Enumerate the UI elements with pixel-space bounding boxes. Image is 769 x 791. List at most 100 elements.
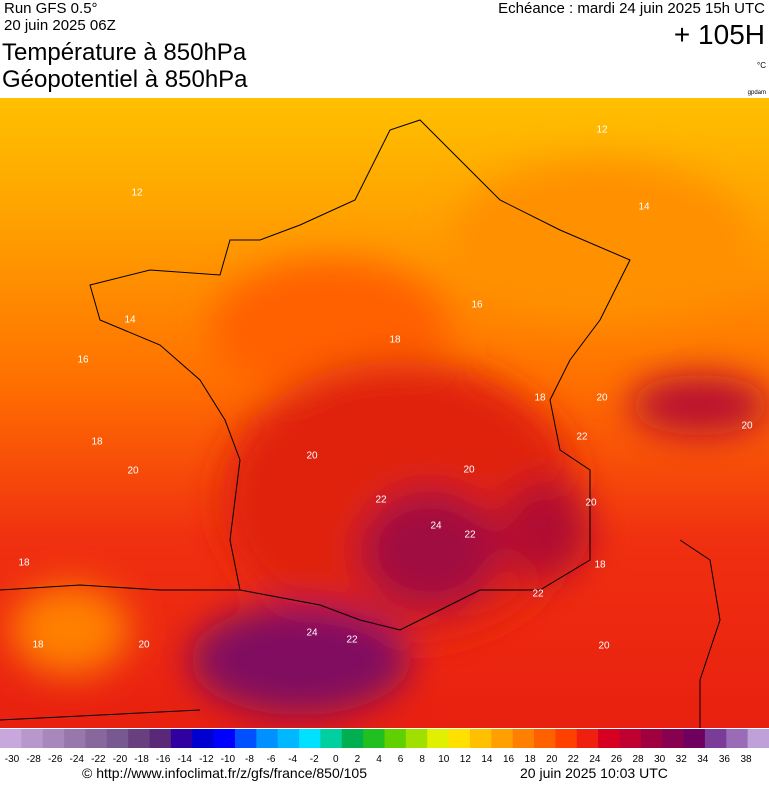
scale-label: -16 xyxy=(156,754,171,765)
contour-label: 20 xyxy=(596,393,608,404)
scale-swatch xyxy=(512,729,535,748)
scale-swatch xyxy=(85,729,108,748)
contour-label: 18 xyxy=(389,335,401,346)
scale-swatch xyxy=(64,729,86,748)
scale-label: 22 xyxy=(568,754,580,765)
contour-label: 14 xyxy=(124,315,136,326)
color-scale: -30 -28 -26 -24 -22 -20 -18 -16 -14 -12 -10 -8 -6 -4-… xyxy=(0,729,769,765)
source-url: © http://www.infoclimat.fr/z/gfs/france/… xyxy=(82,765,367,781)
scale-swatch xyxy=(21,729,44,748)
scale-label: 26 xyxy=(611,754,623,765)
scale-label: 28 xyxy=(632,754,644,765)
scale-swatch xyxy=(469,729,492,748)
scale-swatch xyxy=(405,729,428,748)
coastlines xyxy=(0,539,721,728)
scale-swatch xyxy=(277,729,300,748)
scale-label: -10 xyxy=(221,754,236,765)
contour-labels: 12 12 14 14 16 16 18 18 18 18 18 20 20 2… xyxy=(18,125,753,652)
scale-swatch xyxy=(427,729,450,748)
contour-label: 22 xyxy=(532,589,544,600)
scale-swatch xyxy=(576,729,599,748)
contour-label: 20 xyxy=(138,640,150,651)
scale-swatch xyxy=(704,729,727,748)
contour-label: 22 xyxy=(576,432,588,443)
scale-swatch xyxy=(170,729,193,748)
scale-label: -28 xyxy=(26,754,41,765)
contour-label: 24 xyxy=(430,521,442,532)
contour-label: 18 xyxy=(32,640,44,651)
scale-swatch xyxy=(256,729,279,748)
unit: °C xyxy=(757,61,766,70)
scale-swatch xyxy=(0,729,22,748)
scale-swatch xyxy=(619,729,642,748)
scale-swatch xyxy=(662,729,685,748)
france-outline xyxy=(89,119,631,631)
scale-label: -4 xyxy=(288,754,297,765)
lead-time: + 105H xyxy=(674,19,765,50)
scale-swatch xyxy=(598,729,620,748)
scale-label: 38 xyxy=(740,754,752,765)
scale-label: -20 xyxy=(113,754,128,765)
contour-label: 18 xyxy=(91,437,103,448)
contour-label: 20 xyxy=(463,465,475,476)
scale-swatch xyxy=(192,729,215,748)
scale-label: 10 xyxy=(438,754,450,765)
contour-label: 18 xyxy=(18,558,30,569)
scale-label: 6 xyxy=(398,754,404,765)
scale-swatch xyxy=(128,729,151,748)
run: Run GFS 0.5° xyxy=(4,0,98,17)
contour-label: 22 xyxy=(464,530,476,541)
scale-label: 16 xyxy=(503,754,515,765)
scale-swatch xyxy=(363,729,385,748)
scale-swatch xyxy=(106,729,129,748)
scale-label: -24 xyxy=(70,754,85,765)
scale-label: 12 xyxy=(460,754,472,765)
echeance: Echéance : mardi 24 juin 2025 15h UTC xyxy=(498,0,765,17)
gp-unit: gpdam xyxy=(748,90,766,96)
scale-label: -30 xyxy=(5,754,20,765)
contour-label: 16 xyxy=(77,355,89,366)
contour-label: 20 xyxy=(741,421,753,432)
scale-label: 36 xyxy=(719,754,731,765)
title: Température à 850hPa xyxy=(2,39,247,66)
contour-label: 12 xyxy=(131,188,143,199)
scale-label: 0 xyxy=(333,754,339,765)
scale-label: 18 xyxy=(525,754,537,765)
scale-swatch xyxy=(448,729,471,748)
contour-label: 14 xyxy=(638,202,650,213)
scale-swatch xyxy=(341,729,364,748)
contour-label: 12 xyxy=(596,125,608,136)
contour-label: 20 xyxy=(306,451,318,462)
scale-label: 4 xyxy=(376,754,382,765)
scale-label: 34 xyxy=(697,754,709,765)
contour-label: 22 xyxy=(375,495,387,506)
scale-label: -22 xyxy=(91,754,106,765)
scale-label: 32 xyxy=(676,754,688,765)
scale-swatch xyxy=(213,729,236,748)
scale-label: 24 xyxy=(589,754,601,765)
scale-label: 20 xyxy=(546,754,558,765)
scale-label: -18 xyxy=(134,754,149,765)
scale-label: -14 xyxy=(177,754,192,765)
scale-label: -12 xyxy=(199,754,214,765)
contour-label: 20 xyxy=(585,498,597,509)
contour-label: 18 xyxy=(594,560,606,571)
scale-swatch xyxy=(234,729,257,748)
contour-label: 24 xyxy=(306,628,318,639)
subtitle: Géopotentiel à 850hPa xyxy=(2,66,248,93)
scale-label: 30 xyxy=(654,754,666,765)
map: 12 12 14 14 16 16 18 18 18 18 18 20 20 2… xyxy=(0,98,769,728)
scale-swatch xyxy=(149,729,172,748)
scale-swatch xyxy=(640,729,663,748)
scale-swatch xyxy=(42,729,65,748)
scale-label: -2 xyxy=(310,754,319,765)
contour-label: 22 xyxy=(346,635,358,646)
temperature-field xyxy=(10,160,769,715)
scale-swatch xyxy=(683,729,706,748)
run-date: 20 juin 2025 06Z xyxy=(4,17,116,34)
scale-label: 8 xyxy=(419,754,425,765)
scale-swatch xyxy=(491,729,514,748)
scale-swatch xyxy=(555,729,578,748)
scale-swatch xyxy=(320,729,343,748)
